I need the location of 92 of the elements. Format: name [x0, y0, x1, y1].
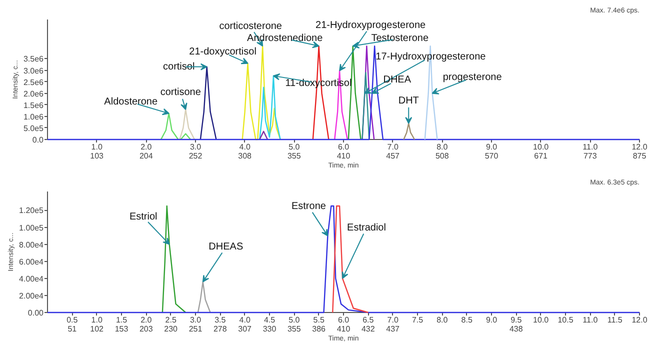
annotation: 508 [435, 152, 450, 160]
x-tick-label: 3.0 [190, 142, 202, 152]
y-tick-label: 6.00e4 [19, 257, 44, 266]
x-tick-label: 2.0 [140, 142, 152, 152]
y-tick-label: 2.00e4 [19, 291, 44, 300]
annotation: 21-doxycortisol [189, 46, 256, 58]
x-tick-label: 12.0 [632, 316, 648, 324]
x-tick-label: 10.5 [558, 316, 574, 324]
x-tick-label: 10.0 [533, 142, 550, 152]
x-tick-label: 4.0 [239, 316, 251, 324]
x-tick-label: 2.0 [140, 316, 152, 324]
annotation: 457 [386, 152, 400, 160]
annotation: 308 [238, 152, 252, 160]
x-tick-label: 11.0 [582, 142, 598, 152]
x-tick-label: 9.0 [486, 142, 498, 152]
x-tick-label: 6.0 [338, 316, 350, 324]
x-tick-label: 5.0 [288, 316, 300, 324]
x-tick-label: 1.0 [91, 142, 103, 152]
annotation: 102 [90, 324, 104, 334]
x-tick-label: 5.5 [313, 316, 325, 324]
y-tick-label: 1.00e5 [19, 223, 44, 232]
annotation: 437 [386, 324, 400, 334]
x-tick-label: 11.5 [607, 316, 623, 324]
x-tick-label: 4.5 [264, 316, 276, 324]
annotation: 278 [213, 324, 228, 334]
annotation: 386 [312, 324, 326, 334]
annotation: Testosterone [371, 33, 429, 44]
y-tick-label: 2.5e6 [23, 78, 44, 87]
annotation: 153 [114, 324, 129, 334]
annotation: Estrone [291, 201, 326, 212]
y-tick-label: 3.0e6 [23, 66, 44, 76]
y-tick-label: 1.0e6 [23, 112, 44, 122]
y-tick-label: 0.0 [32, 136, 44, 144]
annotation: 330 [262, 324, 277, 334]
annotation: 432 [361, 324, 376, 334]
y-tick-label: 0.00 [28, 308, 44, 318]
annotation: DHEAS [208, 242, 244, 253]
y-tick-label: 3.5e6 [23, 54, 44, 64]
y-tick-label: 1.5e6 [23, 100, 44, 110]
annotation: corticosterone [219, 20, 282, 32]
y-tick-label: 4.00e4 [19, 274, 44, 284]
annotation: 671 [534, 152, 548, 160]
x-tick-label: 9.0 [486, 316, 498, 324]
annotation: DHT [398, 95, 419, 106]
annotation: 230 [164, 324, 178, 334]
annotation: Estriol [129, 212, 158, 223]
x-tick-label: 1.5 [116, 316, 128, 324]
annotation: cortisone [160, 87, 202, 98]
y-tick-label: 1.20e5 [19, 206, 44, 216]
y-tick-label: 2.0e6 [23, 89, 44, 98]
y-tick-label: 8.00e4 [19, 240, 44, 250]
annotation: 307 [238, 324, 252, 334]
annotation: 410 [336, 152, 351, 160]
annotation: 570 [484, 152, 499, 160]
annotation: 103 [90, 152, 104, 160]
x-tick-label: 3.5 [214, 316, 226, 324]
x-tick-label: 6.0 [338, 142, 350, 152]
annotation: Aldosterone [104, 96, 158, 108]
annotation: 252 [188, 152, 203, 160]
x-tick-label: 9.5 [510, 316, 522, 324]
x-tick-label: 7.0 [387, 316, 399, 324]
x-tick-label: 3.0 [190, 316, 202, 324]
annotation: 410 [336, 324, 351, 334]
annotation: 21-Hydroxyprogesterone [316, 20, 426, 32]
annotation: 355 [287, 152, 302, 160]
annotation: 251 [188, 324, 203, 334]
x-tick-label: 4.0 [239, 142, 251, 152]
annotation: 203 [139, 324, 154, 334]
annotation: 51 [68, 324, 78, 334]
x-tick-label: 6.5 [362, 316, 374, 324]
x-tick-label: 8.0 [436, 316, 448, 324]
annotation: progesterone [442, 72, 502, 83]
x-tick-label: 2.5 [165, 316, 177, 324]
annotation: cortisol [163, 61, 195, 72]
x-tick-label: 0.5 [66, 316, 78, 324]
y-tick-label: 5.0e5 [23, 124, 44, 133]
annotation: Estradiol [347, 222, 386, 234]
x-tick-label: 10.0 [533, 316, 550, 324]
x-tick-label: 8.0 [436, 142, 448, 152]
x-tick-label: 11.0 [582, 316, 598, 324]
x-tick-label: 1.0 [91, 316, 103, 324]
annotation: 17-Hydroxyprogesterone [376, 51, 486, 62]
x-tick-label: 7.0 [387, 142, 399, 152]
x-tick-label: 7.5 [412, 316, 424, 324]
x-tick-label: 8.5 [461, 316, 473, 324]
annotation: 204 [139, 152, 154, 160]
annotation: 355 [287, 324, 302, 334]
x-tick-label: 12.0 [632, 142, 648, 152]
x-tick-label: 5.0 [288, 142, 300, 152]
annotation: 773 [583, 152, 598, 160]
annotation: 875 [632, 152, 647, 160]
annotation: 438 [509, 324, 524, 334]
